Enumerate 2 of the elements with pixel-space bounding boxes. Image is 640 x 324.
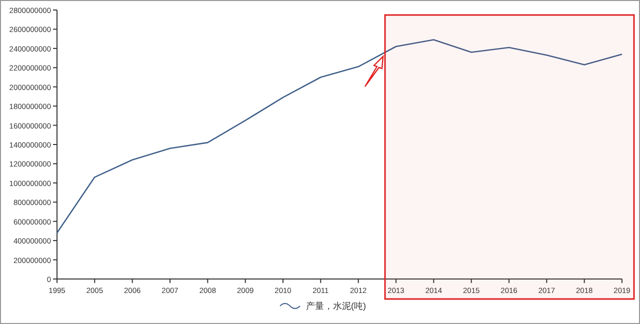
line-series bbox=[56, 39, 623, 234]
legend-label: 产量，水泥(吨) bbox=[306, 301, 366, 311]
